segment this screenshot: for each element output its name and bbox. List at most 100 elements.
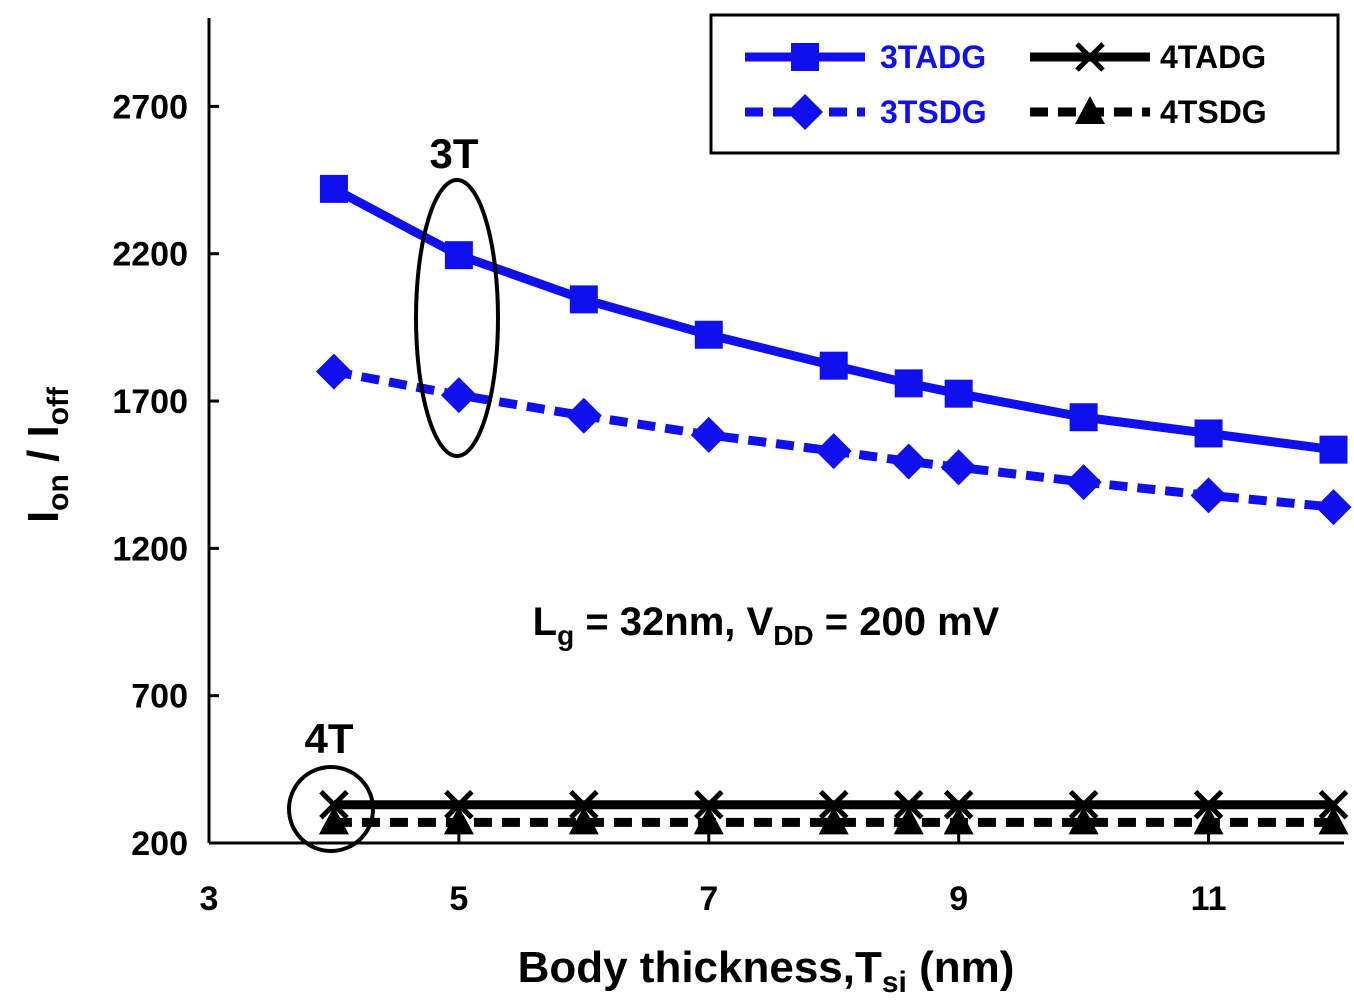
y-axis-label-i-on: I	[19, 511, 68, 523]
group-4t-label: 4T	[304, 715, 353, 762]
point-4tsdg	[1068, 806, 1099, 835]
cond-tail: = 200 mV	[814, 600, 1000, 644]
series-line-3tadg	[331, 184, 1335, 455]
legend-sample-4tsdg	[1030, 96, 1150, 124]
point-3tsdg	[565, 397, 602, 434]
point-4tsdg	[818, 806, 849, 835]
legend: 3TADG 4TADG 3TSDG 4TSDG	[709, 13, 1340, 155]
y-tick-label: 1700	[112, 383, 188, 421]
point-4tadg	[893, 789, 924, 820]
point-4tsdg	[318, 806, 349, 835]
group-3t-label: 3T	[429, 130, 478, 177]
legend-marker-4tadg	[1075, 42, 1105, 72]
series-line-3tsdg	[333, 367, 1334, 512]
series-3tsdg	[315, 353, 1352, 526]
y-axis-label-sep: / I	[19, 425, 68, 474]
x-tick-label: 9	[949, 880, 968, 918]
point-4tsdg	[568, 806, 599, 835]
axes	[207, 18, 1344, 845]
point-4tadg	[1318, 789, 1349, 820]
legend-box	[709, 13, 1340, 155]
point-3tadg	[319, 174, 348, 203]
point-3tsdg	[690, 416, 727, 453]
point-4tadg	[1068, 789, 1099, 820]
point-4tadg	[569, 789, 599, 820]
y-tick-label: 2700	[112, 88, 188, 126]
x-marker-stroke	[444, 789, 474, 820]
point-3tsdg	[1315, 489, 1352, 526]
point-4tadg	[319, 789, 349, 820]
point-3tadg	[1194, 419, 1223, 448]
point-3tsdg	[1065, 464, 1102, 501]
legend-label-3tadg: 3TADG	[880, 39, 986, 75]
point-3tadg	[1069, 403, 1098, 432]
point-3tsdg	[315, 353, 352, 390]
legend-sample-3tadg	[745, 43, 865, 71]
cond-v-sub: DD	[773, 620, 813, 651]
point-3tsdg	[815, 433, 852, 470]
y-tick-label: 200	[131, 825, 188, 863]
x-axis-label: Body thickness,Tsi (nm)	[518, 943, 1015, 999]
x-marker-stroke	[569, 789, 599, 820]
point-3tadg	[444, 241, 473, 270]
x-tick-labels: 3 5 7 9 11	[200, 833, 1227, 918]
point-4tadg	[943, 789, 974, 820]
point-3tadg	[1319, 435, 1348, 464]
y-tick-label: 700	[131, 678, 188, 716]
x-marker-stroke	[943, 789, 974, 820]
point-3tsdg	[1190, 477, 1227, 514]
legend-marker-4tsdg	[1075, 96, 1105, 124]
x-marker-stroke	[1193, 789, 1224, 820]
cond-l: L	[533, 600, 557, 644]
point-4tsdg	[1318, 806, 1349, 835]
x-marker-stroke	[1318, 789, 1349, 820]
point-3tadg	[569, 285, 598, 314]
y-axis-label-off-sub: off	[42, 386, 75, 425]
point-3tadg	[819, 351, 848, 380]
x-marker-stroke	[1068, 789, 1099, 820]
group-3t-ellipse	[414, 178, 500, 458]
point-4tsdg	[443, 806, 474, 835]
x-axis-label-tail: (nm)	[907, 943, 1015, 992]
y-tick-label: 2200	[112, 236, 188, 274]
condition-annotation: Lg = 32nm, VDD = 200 mV	[533, 600, 1000, 651]
legend-label-4tsdg: 4TSDG	[1160, 94, 1267, 130]
point-4tsdg	[1193, 806, 1224, 835]
x-marker-stroke	[1075, 42, 1105, 72]
point-3tsdg	[940, 449, 977, 486]
y-tick-label: 1200	[112, 530, 188, 568]
y-tick-labels: 200 700 1200 1700 2200 2700	[112, 88, 219, 863]
point-4tadg	[1193, 789, 1224, 820]
point-4tadg	[818, 789, 849, 820]
point-3tsdg	[890, 443, 927, 480]
x-tick-label: 11	[1191, 880, 1227, 918]
legend-sample-3tsdg	[745, 94, 865, 130]
x-marker-stroke	[319, 789, 349, 820]
point-3tsdg	[440, 377, 477, 414]
point-3tadg	[944, 379, 973, 408]
x-tick-label: 5	[449, 880, 468, 918]
legend-samples	[745, 42, 1150, 130]
cond-mid: = 32nm, V	[574, 600, 773, 644]
cond-l-sub: g	[557, 620, 574, 651]
series-4tadg	[319, 789, 1349, 820]
point-3tadg	[694, 320, 723, 349]
x-marker-stroke	[694, 789, 724, 820]
series-3tadg	[319, 174, 1348, 464]
point-4tadg	[444, 789, 474, 820]
series-4tsdg	[318, 806, 1349, 835]
x-axis-label-main: Body thickness,T	[518, 943, 882, 992]
point-4tsdg	[693, 806, 724, 835]
series-layer	[315, 174, 1352, 835]
point-4tsdg	[943, 806, 974, 835]
x-tick-label: 3	[200, 880, 219, 918]
point-4tsdg	[893, 806, 924, 835]
point-4tadg	[694, 789, 724, 820]
legend-label-4tadg: 4TADG	[1160, 39, 1266, 75]
legend-marker-3tsdg	[787, 94, 823, 130]
x-marker-stroke	[818, 789, 849, 820]
group-4t-circle	[287, 765, 375, 853]
x-axis-label-sub: si	[882, 966, 907, 999]
legend-label-3tsdg: 3TSDG	[880, 94, 987, 130]
